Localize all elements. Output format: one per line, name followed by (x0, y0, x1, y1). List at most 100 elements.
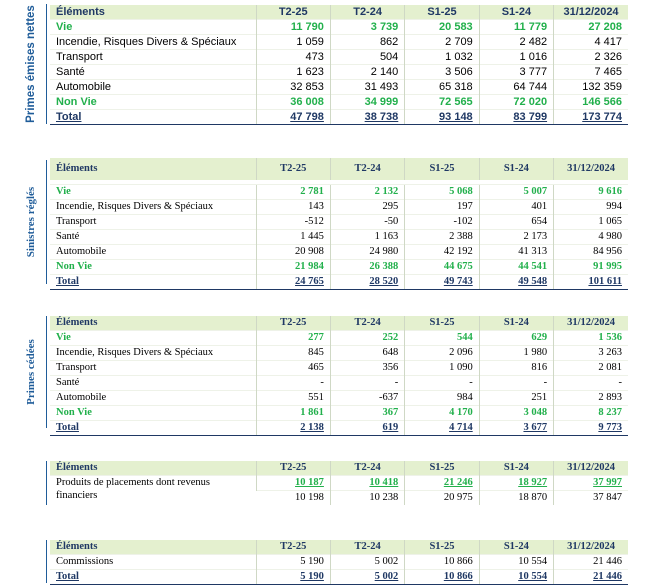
cell: 1 536 (553, 330, 628, 346)
cell: 41 313 (478, 244, 554, 260)
cell: 2 173 (478, 229, 554, 245)
cell: 18 870 (478, 490, 554, 505)
cell: 1 090 (404, 360, 480, 376)
table-commissions: Éléments T2-25 T2-24 S1-25 S1-24 31/12/2… (50, 540, 628, 585)
header-row: Éléments T2-25 T2-24 S1-25 S1-24 31/12/2… (50, 158, 628, 180)
cell: 9 773 (553, 420, 628, 436)
cell: 401 (478, 199, 554, 215)
cell: 20 908 (255, 244, 331, 260)
cell: 38 738 (329, 109, 405, 125)
cell: 143 (255, 199, 331, 215)
table-row-total: Total 24 765 28 520 49 743 49 548 101 61… (50, 274, 628, 290)
header-elements: Éléments (50, 5, 257, 20)
header-col: T2-24 (329, 158, 405, 180)
cell: 93 148 (404, 109, 480, 125)
cell: 648 (329, 345, 405, 361)
cell: 504 (329, 49, 405, 65)
header-col: S1-25 (404, 316, 480, 331)
cell: 72 020 (478, 94, 554, 110)
row-label: Automobile (50, 390, 257, 406)
table-placements: Éléments T2-25 T2-24 S1-25 S1-24 31/12/2… (50, 461, 628, 505)
header-col: S1-24 (478, 5, 554, 20)
cell: 1 059 (255, 34, 331, 50)
cell: 21 984 (255, 259, 331, 275)
cell: 65 318 (404, 79, 480, 95)
cell: 1 163 (329, 229, 405, 245)
cell: 1 016 (478, 49, 554, 65)
table-row: Incendie, Risques Divers & Spéciaux 143 … (50, 199, 628, 215)
table-row: 10 198 10 238 20 975 18 870 37 847 (50, 490, 628, 505)
cell: 10 198 (256, 490, 331, 505)
cell: 473 (255, 49, 331, 65)
row-label: Produits de placements dont revenus fina… (50, 475, 257, 505)
cell: 3 048 (478, 405, 554, 421)
cell: 146 566 (553, 94, 628, 110)
cell: 10 238 (329, 490, 405, 505)
header-col: S1-25 (404, 540, 480, 555)
table-row: Vie 2 781 2 132 5 068 5 007 9 616 (50, 184, 628, 200)
row-label: Vie (50, 19, 257, 35)
cell: 21 446 (553, 554, 628, 570)
table-row-total: Total 2 138 619 4 714 3 677 9 773 (50, 420, 628, 436)
cell: 9 616 (553, 184, 628, 200)
cell: 36 008 (255, 94, 331, 110)
row-label: Total (50, 569, 257, 585)
table-row: Transport 465 356 1 090 816 2 081 (50, 360, 628, 376)
cell: 91 995 (553, 259, 628, 275)
cell: 862 (329, 34, 405, 50)
cell: 845 (255, 345, 331, 361)
section-side-label-box: Primes émises nettes (16, 4, 47, 124)
cell: 2 709 (404, 34, 480, 50)
section-side-label: Primes émises nettes (25, 5, 37, 123)
cell: 5 190 (255, 554, 331, 570)
cell: 47 798 (255, 109, 331, 125)
table-row: Non Vie 21 984 26 388 44 675 44 541 91 9… (50, 259, 628, 275)
cell: 251 (478, 390, 554, 406)
cell: 34 999 (329, 94, 405, 110)
cell: 1 861 (255, 405, 331, 421)
cell: 31 493 (329, 79, 405, 95)
cell: 544 (404, 330, 480, 346)
cell: -50 (329, 214, 405, 230)
row-label: Commissions (50, 554, 257, 570)
cell: 24 980 (329, 244, 405, 260)
cell: 2 388 (404, 229, 480, 245)
cell: 2 326 (553, 49, 628, 65)
cell: 21 246 (404, 475, 480, 491)
cell: - (553, 375, 628, 391)
cell: 21 446 (553, 569, 628, 585)
table-row: Non Vie 1 861 367 4 170 3 048 8 237 (50, 405, 628, 421)
cell: 3 677 (478, 420, 554, 436)
cell: 3 777 (478, 64, 554, 80)
row-label: Automobile (50, 244, 257, 260)
table-row: Produits de placements dont revenus fina… (50, 475, 628, 505)
row-label: Santé (50, 229, 257, 245)
header-row: Éléments T2-25 T2-24 S1-25 S1-24 31/12/2… (50, 461, 628, 476)
row-label: Non Vie (50, 405, 257, 421)
header-row: Éléments T2-25 T2-24 S1-25 S1-24 31/12/2… (50, 540, 628, 555)
cell: 10 866 (404, 554, 480, 570)
cell: - (329, 375, 405, 391)
row-label: Non Vie (50, 259, 257, 275)
table-row-total: Total 47 798 38 738 93 148 83 799 173 77… (50, 109, 628, 125)
section-side-label: Sinistres réglés (25, 186, 37, 258)
cell: 465 (255, 360, 331, 376)
row-label: Non Vie (50, 94, 257, 110)
header-col: 31/12/2024 (553, 5, 628, 20)
table-row: Commissions 5 190 5 002 10 866 10 554 21… (50, 554, 628, 570)
section-side-label-box: Sinistres réglés (16, 160, 47, 284)
cell: 5 007 (478, 184, 554, 200)
cell: 2 138 (255, 420, 331, 436)
cell: 2 081 (553, 360, 628, 376)
cell: 11 790 (255, 19, 331, 35)
row-label: Transport (50, 214, 257, 230)
section-side-label-box: Primes cédées (16, 316, 47, 428)
cell: 72 565 (404, 94, 480, 110)
cell: 5 068 (404, 184, 480, 200)
cell: 84 956 (553, 244, 628, 260)
cell: 356 (329, 360, 405, 376)
header-col: S1-24 (478, 540, 554, 555)
table-row: Non Vie 36 008 34 999 72 565 72 020 146 … (50, 94, 628, 110)
cell: - (478, 375, 554, 391)
cell: - (404, 375, 480, 391)
